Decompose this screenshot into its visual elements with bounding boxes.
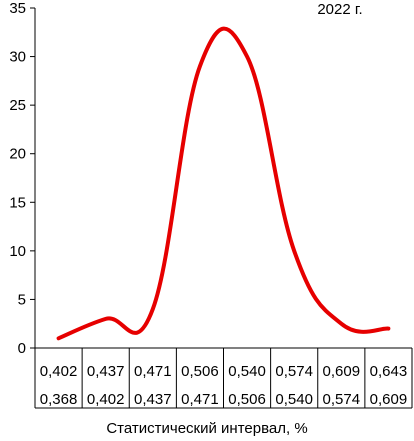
y-tick-label: 10 [9,243,26,260]
y-tick-label: 35 [9,0,26,17]
x-tick-label-lower: 0,368 [40,391,78,408]
x-tick-label-upper: 0,471 [134,363,172,380]
chart-annotation: 2022 г. [317,1,362,18]
y-tick-label: 20 [9,146,26,163]
x-tick-label-upper: 0,506 [181,363,219,380]
x-axis-label: Статистический интервал, % [106,420,308,437]
y-tick-label: 25 [9,97,26,114]
y-tick-label: 15 [9,194,26,211]
x-tick-label-lower: 0,574 [323,391,361,408]
x-tick-label-upper: 0,540 [228,363,266,380]
y-tick-label: 0 [18,340,26,357]
y-tick-label: 30 [9,49,26,66]
x-tick-label-upper: 0,574 [275,363,313,380]
series-line [56,26,391,341]
x-tick-label-lower: 0,609 [370,391,408,408]
y-tick-label: 5 [18,291,26,308]
x-tick-label-upper: 0,437 [87,363,125,380]
x-tick-label-lower: 0,471 [181,391,219,408]
x-tick-label-upper: 0,643 [370,363,408,380]
x-tick-label-upper: 0,609 [323,363,361,380]
x-tick-label-upper: 0,402 [40,363,78,380]
x-tick-label-lower: 0,437 [134,391,172,408]
x-tick-label-lower: 0,540 [275,391,313,408]
x-tick-label-lower: 0,506 [228,391,266,408]
x-tick-label-lower: 0,402 [87,391,125,408]
